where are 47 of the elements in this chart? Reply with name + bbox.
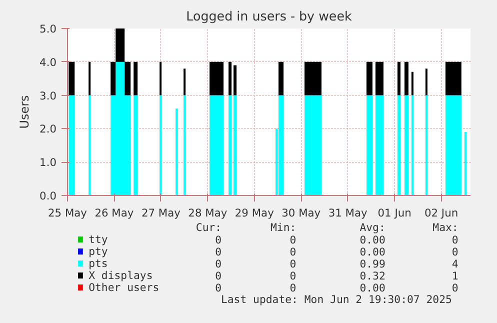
text: 0 [215, 246, 222, 258]
text: 0.99 [360, 258, 386, 270]
x-tick-label: 02 Jun [424, 206, 458, 220]
text: 0 [452, 282, 458, 294]
text: 0 [290, 258, 296, 270]
legend-label: tty [88, 233, 108, 246]
text: 0.32 [360, 270, 386, 282]
x-tick-label: 27 May [141, 206, 180, 220]
text: 0 [215, 234, 222, 246]
x-tick-label: 26 May [94, 206, 134, 220]
y-tick-label: 4.0 [40, 56, 57, 69]
legend-label: Other users [88, 281, 160, 294]
text: 0.00 [360, 282, 386, 294]
chart-title: Logged in users - by week [186, 8, 352, 24]
text: Last update: Mon Jun 2 19:30:07 2025 [220, 293, 452, 306]
text: 0 [215, 282, 222, 294]
text: Max: [432, 221, 458, 234]
text: 0 [452, 246, 458, 258]
text: 0 [215, 270, 222, 282]
x-tick-label: 31 May [328, 206, 368, 220]
x-tick-label: 28 May [188, 206, 228, 220]
text: Cur: [196, 221, 222, 234]
text: 0 [452, 234, 458, 246]
x-tick-label: 25 May [48, 206, 87, 220]
y-tick-label: 1.0 [40, 156, 57, 170]
text: 0 [290, 234, 296, 246]
legend-label: X displays [88, 269, 153, 282]
y-axis-title: Users [18, 95, 32, 129]
text: 0 [290, 270, 296, 282]
legend-label: pts [88, 257, 108, 270]
text: Min: [270, 221, 296, 234]
text: 4 [452, 258, 458, 270]
x-tick-label: 29 May [234, 206, 274, 220]
y-tick-label: 2.0 [40, 122, 57, 136]
y-tick-label: 0.0 [40, 190, 57, 202]
legend-label: pty [88, 245, 108, 258]
text: 0 [215, 258, 222, 270]
text: Avg: [360, 221, 386, 234]
x-tick-label: 30 May [282, 206, 321, 220]
text: 0.00 [360, 234, 386, 246]
text: 0.00 [360, 246, 386, 258]
x-tick-label: 01 Jun [378, 206, 412, 220]
text: 0 [290, 246, 296, 258]
text: 0 [290, 282, 296, 294]
y-tick-label: 3.0 [40, 89, 57, 102]
y-tick-label: 5.0 [40, 22, 57, 36]
text: 1 [452, 270, 458, 282]
